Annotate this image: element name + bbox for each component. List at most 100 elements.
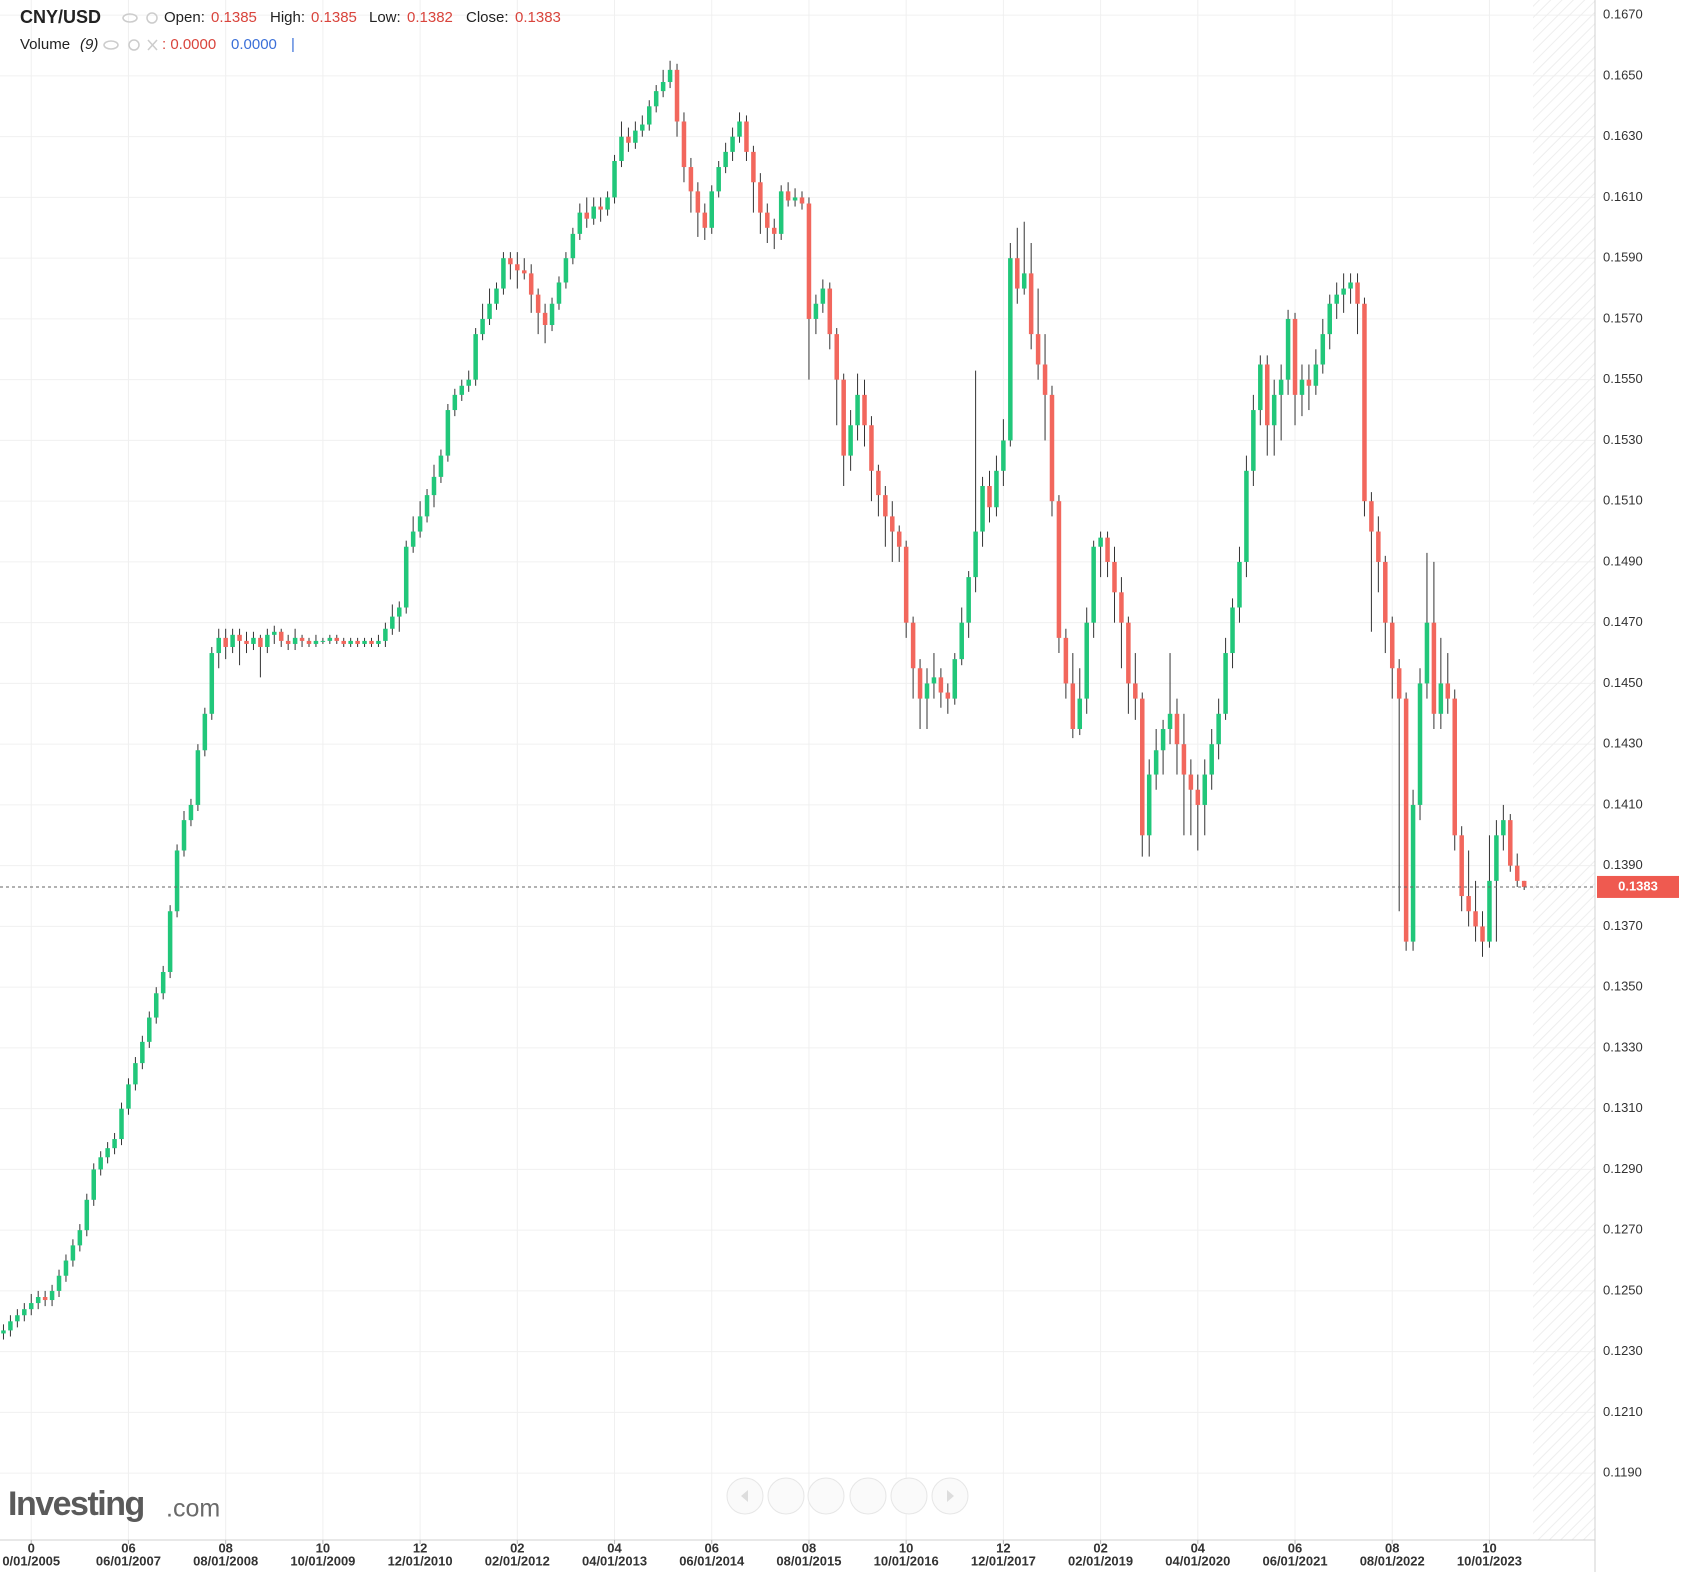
candle-body xyxy=(1126,622,1131,684)
header: CNY/USD Open: 0.1385 High: 0.1385 Low: 0… xyxy=(20,7,561,53)
y-tick-label: 0.1350 xyxy=(1603,979,1643,994)
candle-body xyxy=(515,264,520,271)
x-tick-top: 0 xyxy=(28,1540,35,1555)
candle-body xyxy=(1216,713,1221,745)
candle-body xyxy=(153,993,159,1018)
candle-body xyxy=(473,334,478,380)
nav-zoom-in-time[interactable] xyxy=(767,1477,805,1515)
candle-body xyxy=(945,692,951,699)
x-tick-top: 06 xyxy=(1288,1540,1302,1555)
candle-body xyxy=(966,577,971,623)
future-area xyxy=(1533,0,1595,1540)
x-tick-top: 08 xyxy=(218,1540,232,1555)
candle-body xyxy=(77,1230,83,1246)
candle-body xyxy=(716,167,721,192)
x-tick-label: 02/01/2012 xyxy=(485,1553,550,1568)
nav-reset[interactable] xyxy=(890,1477,928,1515)
candle-body xyxy=(1403,698,1409,942)
open-value: 0.1385 xyxy=(211,9,257,26)
candle-body xyxy=(1438,683,1444,714)
candle-body xyxy=(299,637,305,641)
candle-body xyxy=(1292,318,1298,395)
candle-body xyxy=(1056,501,1062,638)
nav-zoom-out[interactable] xyxy=(807,1477,845,1515)
x-tick-label: 08/01/2008 xyxy=(193,1553,258,1568)
nav-zoom-in[interactable] xyxy=(849,1477,887,1515)
candle-body xyxy=(987,485,992,508)
candle-body xyxy=(1501,820,1506,836)
y-tick-label: 0.1530 xyxy=(1603,432,1643,447)
candle-body xyxy=(22,1309,27,1316)
candle-body xyxy=(230,634,235,647)
candle-body xyxy=(202,713,208,751)
candle-body xyxy=(1258,364,1263,411)
candle-body xyxy=(1112,561,1117,593)
candle-body xyxy=(660,82,666,92)
y-tick-label: 0.1410 xyxy=(1603,796,1643,811)
candle-body xyxy=(980,485,985,532)
y-tick-label: 0.1370 xyxy=(1603,918,1643,933)
candle-body xyxy=(785,191,791,201)
candle-body xyxy=(841,379,846,456)
candle-body xyxy=(1035,334,1041,365)
candle-body xyxy=(1521,880,1527,887)
candle-body xyxy=(452,394,458,411)
candle-body xyxy=(501,258,506,289)
candles xyxy=(1,60,1527,1340)
x-tick-label: 06/01/2021 xyxy=(1262,1553,1327,1568)
x-tick-label: 08/01/2022 xyxy=(1360,1553,1425,1568)
candle-body xyxy=(1424,622,1430,684)
candle-body xyxy=(1320,334,1326,365)
x-tick-label: 10/01/2016 xyxy=(874,1553,939,1568)
candle-body xyxy=(1334,294,1339,304)
candle-body xyxy=(744,121,749,152)
y-tick-label: 0.1430 xyxy=(1603,736,1643,751)
candle-body xyxy=(105,1148,110,1158)
x-tick-label: 06/01/2007 xyxy=(96,1553,161,1568)
candle-body xyxy=(1348,282,1353,289)
candle-body xyxy=(1480,926,1485,942)
candle-body xyxy=(737,121,742,137)
candle-body xyxy=(876,470,881,496)
x-tick-top: 06 xyxy=(121,1540,135,1555)
candle-body xyxy=(1389,622,1395,669)
x-tick-top: 10 xyxy=(1482,1540,1496,1555)
symbol: CNY/USD xyxy=(20,7,101,27)
candle-body xyxy=(1285,318,1291,380)
candle-body xyxy=(605,197,610,210)
candle-body xyxy=(1487,880,1492,942)
candle-body xyxy=(459,385,465,395)
candle-body xyxy=(1494,835,1499,881)
candle-body xyxy=(702,212,708,228)
candle-body xyxy=(216,637,221,654)
candle-body xyxy=(133,1063,138,1085)
x-tick-label: 04/01/2013 xyxy=(582,1553,647,1568)
candle-body xyxy=(1084,622,1089,699)
candle-body xyxy=(431,476,437,496)
candle-body xyxy=(1445,683,1451,699)
candle-body xyxy=(1466,896,1471,912)
candle-body xyxy=(758,182,763,213)
x-tick-top: 02 xyxy=(510,1540,524,1555)
candle-body xyxy=(98,1157,103,1170)
y-tick-label: 0.1390 xyxy=(1603,857,1643,872)
close-value: 0.1383 xyxy=(515,9,561,26)
candle-body xyxy=(1223,653,1228,714)
candle-body xyxy=(813,303,819,319)
candle-body xyxy=(1473,911,1478,927)
candle-body xyxy=(1160,728,1166,751)
candle-body xyxy=(577,212,583,234)
candle-body xyxy=(223,637,228,647)
candle-body xyxy=(765,212,770,228)
candle-body xyxy=(653,91,659,107)
candle-body xyxy=(778,191,784,234)
grid xyxy=(0,0,1595,1540)
candle-body xyxy=(730,136,735,152)
candle-body xyxy=(397,607,402,617)
candle-body xyxy=(598,206,603,210)
x-tick-top: 06 xyxy=(705,1540,719,1555)
logo: Investing .com xyxy=(8,1485,220,1523)
y-tick-label: 0.1610 xyxy=(1603,189,1643,204)
candle-body xyxy=(487,303,492,319)
candle-body xyxy=(584,212,590,219)
